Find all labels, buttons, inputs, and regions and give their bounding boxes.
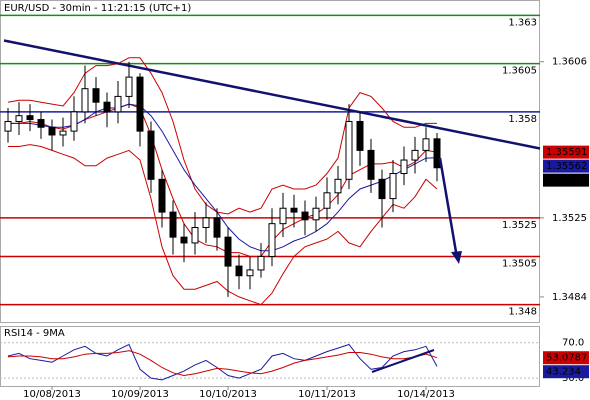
- candle-body: [70, 111, 78, 132]
- candle-body: [59, 130, 67, 136]
- candle-body: [191, 227, 199, 244]
- candle-body: [301, 211, 309, 221]
- rsi-line: [7, 350, 438, 377]
- rsi-trendline: [371, 349, 435, 373]
- candle-body: [169, 211, 177, 238]
- price-box: [543, 159, 589, 173]
- candle-body: [389, 173, 397, 200]
- candle-body: [433, 138, 441, 169]
- projection-arrow: [438, 157, 458, 253]
- indicator-line: [8, 144, 438, 306]
- rsi-panel: [0, 326, 540, 387]
- candle-body: [48, 126, 56, 136]
- candle-body: [246, 269, 254, 277]
- x-tick-label: 10/14/2013: [397, 389, 455, 400]
- indicator-line: [7, 57, 437, 215]
- candle-body: [400, 159, 408, 175]
- x-tick-label: 10/09/2013: [111, 389, 169, 400]
- plot-layer: 1.3606 1.3525 1.3484 1.363 1.3605 1.358 1.3525…: [0, 14, 589, 400]
- candle-body: [345, 120, 353, 180]
- candle-body: [37, 119, 45, 128]
- rsi-box: [543, 351, 589, 365]
- level-label: 1.3505: [502, 258, 537, 269]
- price-panel: [0, 0, 540, 323]
- level-label: 1.3525: [502, 220, 537, 231]
- level-label: 1.363: [508, 17, 537, 28]
- candle-body: [257, 255, 265, 271]
- candle-body: [147, 130, 155, 180]
- price-box-label: 1.3551: [546, 175, 581, 186]
- x-tick-label: 10/10/2013: [199, 389, 257, 400]
- arrow-head: [451, 251, 462, 264]
- y-tick-label: 1.3606: [552, 57, 587, 68]
- price-box: [543, 145, 589, 159]
- level-label: 1.358: [508, 114, 537, 125]
- indicator-line: [8, 103, 438, 252]
- rsi-box-label: 43.234: [546, 367, 581, 378]
- candle-body: [213, 217, 221, 238]
- candle-body: [422, 138, 430, 151]
- price-box: [543, 173, 589, 187]
- candle-body: [136, 76, 144, 132]
- x-tick-label: 10/08/2013: [23, 389, 81, 400]
- candle-body: [125, 76, 133, 97]
- rsi-box: [543, 365, 589, 379]
- rsi-line: [7, 343, 438, 381]
- rsi-title: RSI14 - 9MA: [4, 328, 65, 339]
- candle-body: [224, 236, 232, 267]
- candle-body: [290, 207, 298, 213]
- candle-body: [235, 265, 243, 277]
- candle-body: [4, 120, 12, 132]
- candle-body: [180, 236, 188, 244]
- candle-body: [103, 101, 111, 113]
- candle-body: [114, 95, 122, 113]
- candle-body: [158, 178, 166, 213]
- price-box-label: 1.35591: [546, 147, 587, 158]
- y-tick-label: 1.3525: [552, 213, 587, 224]
- candle-body: [378, 178, 386, 200]
- candle-body: [26, 115, 34, 121]
- chart-title: EUR/USD - 30min - 11:21:15 (UTC+1): [4, 3, 191, 14]
- y-tick-label: 1.3484: [552, 292, 587, 303]
- candle-body: [334, 178, 342, 194]
- candle-body: [202, 217, 210, 229]
- candle-body: [312, 207, 320, 221]
- candle-body: [411, 149, 419, 161]
- candle-body: [323, 192, 331, 209]
- x-tick-label: 10/11/2013: [298, 389, 356, 400]
- candle-body: [15, 115, 23, 122]
- candle-body: [268, 223, 276, 257]
- rsi-tick-label: 30.0: [562, 373, 584, 384]
- candle-body: [367, 149, 375, 180]
- candle-body: [356, 120, 364, 151]
- candle-body: [81, 88, 89, 113]
- trendline: [3, 39, 541, 150]
- price-box-label: 1.35562: [546, 161, 587, 172]
- level-label: 1.3605: [502, 66, 537, 77]
- candle-body: [279, 207, 287, 225]
- level-label: 1.348: [508, 307, 537, 318]
- rsi-box-label: 53.0787: [546, 353, 587, 364]
- rsi-tick-label: 70.0: [562, 338, 584, 349]
- candle-body: [92, 88, 100, 103]
